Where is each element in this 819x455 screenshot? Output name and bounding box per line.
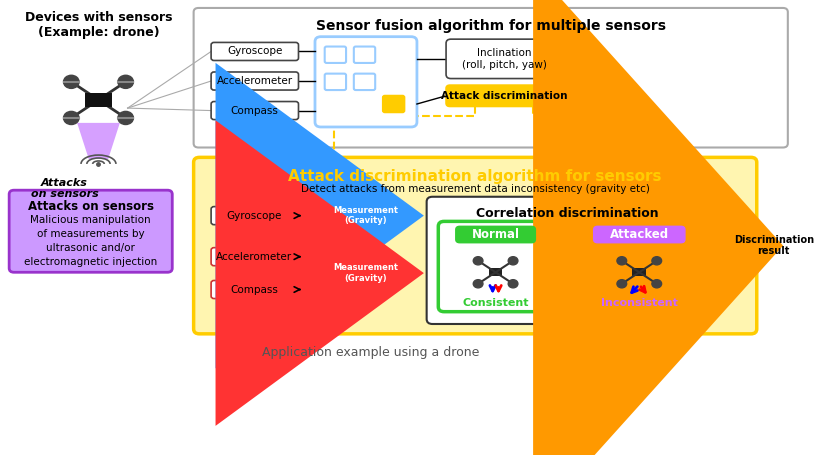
FancyBboxPatch shape: [9, 190, 172, 272]
Circle shape: [63, 75, 79, 88]
Text: Correlation discrimination: Correlation discrimination: [476, 207, 658, 220]
FancyBboxPatch shape: [353, 74, 375, 90]
Text: Application example using a drone: Application example using a drone: [261, 346, 478, 359]
Text: Detect attacks from measurement data inconsistency (gravity etc): Detect attacks from measurement data inc…: [301, 184, 649, 194]
FancyBboxPatch shape: [210, 280, 296, 298]
Text: Accelerometer: Accelerometer: [216, 76, 292, 86]
Bar: [631, 268, 645, 276]
Text: Devices with sensors
(Example: drone): Devices with sensors (Example: drone): [25, 11, 172, 39]
Text: Consistent: Consistent: [462, 298, 528, 308]
Text: Normal: Normal: [471, 228, 519, 241]
FancyBboxPatch shape: [324, 74, 346, 90]
FancyBboxPatch shape: [314, 37, 416, 127]
FancyBboxPatch shape: [581, 222, 695, 312]
FancyBboxPatch shape: [193, 8, 787, 147]
Text: Measurement
(Gravity): Measurement (Gravity): [333, 206, 397, 225]
Text: Measurement
(Gravity): Measurement (Gravity): [333, 263, 397, 283]
Text: Gyroscope: Gyroscope: [227, 46, 282, 56]
FancyBboxPatch shape: [193, 157, 756, 334]
Circle shape: [508, 280, 518, 288]
FancyBboxPatch shape: [210, 72, 298, 90]
Circle shape: [616, 280, 626, 288]
Bar: [488, 268, 502, 276]
Text: Attack discrimination algorithm for sensors: Attack discrimination algorithm for sens…: [288, 169, 661, 184]
Circle shape: [473, 280, 482, 288]
Polygon shape: [77, 123, 120, 159]
Text: Inclination
(roll, pitch, yaw): Inclination (roll, pitch, yaw): [461, 48, 546, 70]
Text: Attacks on sensors: Attacks on sensors: [28, 200, 153, 213]
Circle shape: [118, 111, 133, 125]
FancyBboxPatch shape: [210, 42, 298, 61]
Text: Attacks
on sensors: Attacks on sensors: [30, 178, 98, 199]
Text: Sensor fusion algorithm for multiple sensors: Sensor fusion algorithm for multiple sen…: [315, 20, 665, 34]
FancyBboxPatch shape: [210, 207, 296, 225]
Text: Malicious manipulation
of measurements by
ultrasonic and/or
electromagnetic inje: Malicious manipulation of measurements b…: [24, 215, 157, 267]
FancyBboxPatch shape: [438, 222, 552, 312]
Circle shape: [651, 257, 661, 265]
FancyBboxPatch shape: [353, 46, 375, 63]
FancyBboxPatch shape: [210, 248, 296, 266]
Circle shape: [651, 280, 661, 288]
Circle shape: [616, 257, 626, 265]
Text: Attack discrimination: Attack discrimination: [441, 91, 567, 101]
Text: Compass: Compass: [231, 106, 278, 116]
Text: Accelerometer: Accelerometer: [215, 252, 292, 262]
Text: Discrimination
result: Discrimination result: [733, 235, 812, 257]
Circle shape: [118, 75, 133, 88]
Text: Inconsistent: Inconsistent: [600, 298, 676, 308]
FancyBboxPatch shape: [593, 226, 684, 243]
FancyBboxPatch shape: [446, 39, 562, 79]
FancyBboxPatch shape: [455, 226, 535, 243]
FancyBboxPatch shape: [382, 96, 404, 112]
Circle shape: [508, 257, 518, 265]
FancyBboxPatch shape: [324, 46, 346, 63]
Circle shape: [473, 257, 482, 265]
Text: Attacked: Attacked: [609, 228, 668, 241]
Text: Gyroscope: Gyroscope: [226, 211, 281, 221]
Circle shape: [63, 111, 79, 125]
FancyBboxPatch shape: [426, 197, 708, 324]
Bar: [85, 92, 112, 107]
Text: Compass: Compass: [229, 284, 278, 294]
FancyBboxPatch shape: [446, 85, 562, 106]
FancyBboxPatch shape: [210, 101, 298, 120]
